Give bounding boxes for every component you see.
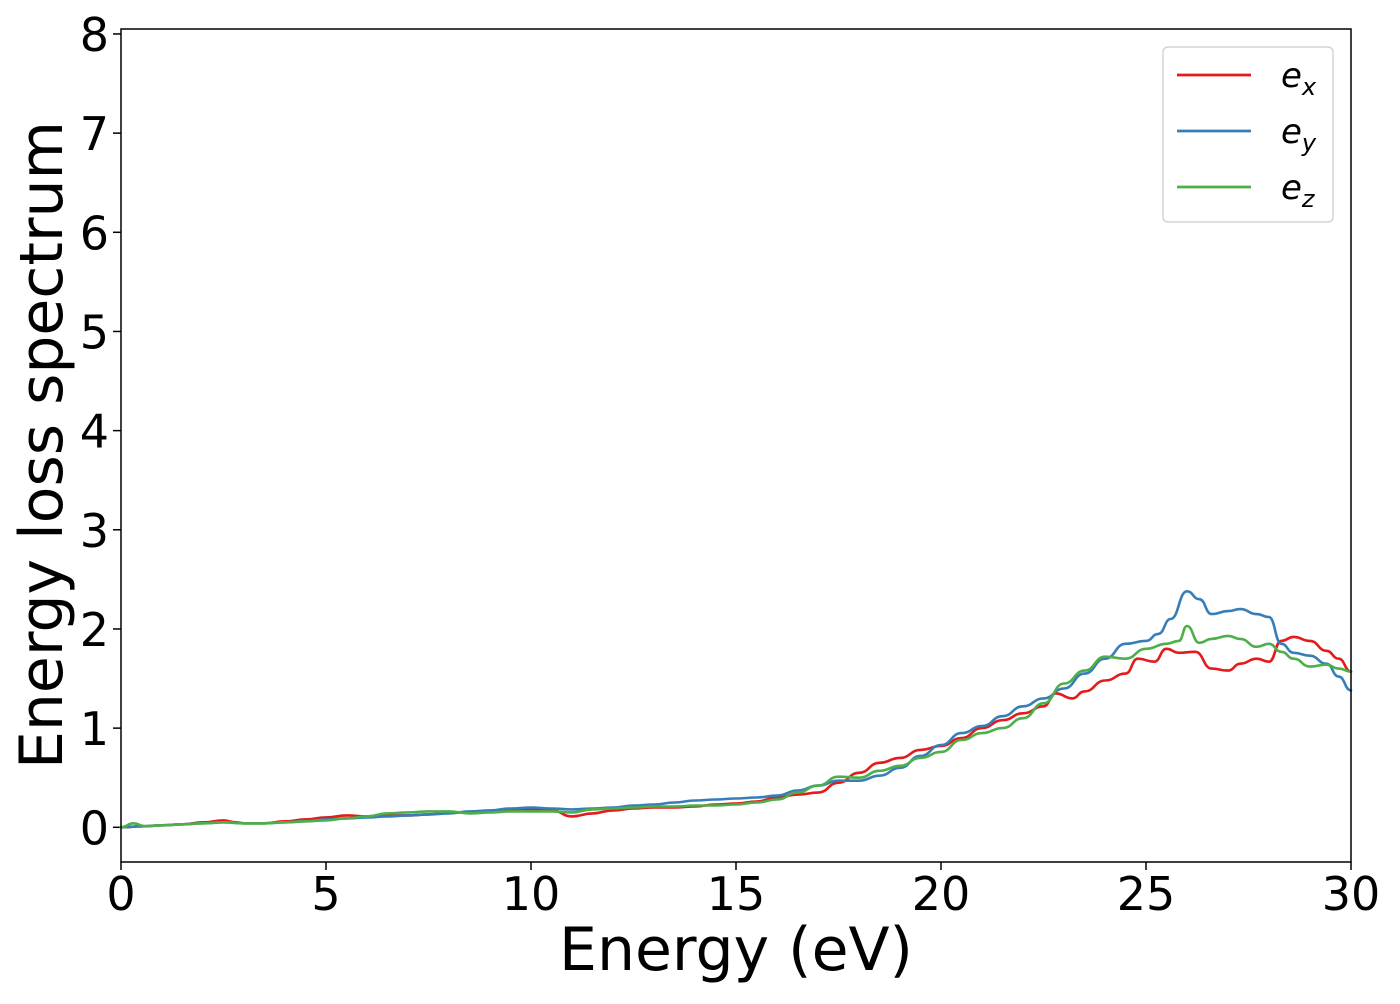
x-tick-label: 15: [707, 867, 766, 921]
series-line-e-y: [119, 590, 1353, 829]
y-tick-label: 0: [80, 801, 109, 855]
ticks-layer: 0 5 10 15 20 25 30 0 1 2 3 4 5 6 7 8: [80, 8, 1381, 921]
y-tick-label: 7: [80, 107, 109, 161]
legend-label-e-x: ex: [1281, 56, 1317, 101]
plot-frame: [120, 28, 1352, 863]
x-tick-label: 20: [912, 867, 971, 921]
x-tick-label: 30: [1322, 867, 1381, 921]
y-tick-label: 4: [80, 405, 109, 459]
legend-label-base: e: [1281, 56, 1302, 96]
legend-label-e-y: ey: [1281, 112, 1317, 157]
y-axis-label: Energy loss spectrum: [7, 121, 77, 769]
y-tick-label: 1: [80, 702, 109, 756]
series-line-e-z: [119, 624, 1353, 829]
x-tick-label: 5: [311, 867, 340, 921]
legend-label-base: e: [1281, 112, 1302, 152]
legend-label-subscript: z: [1301, 185, 1316, 213]
legend-box: [1162, 46, 1334, 223]
legend-label-e-z: ez: [1281, 168, 1316, 213]
y-tick-label: 8: [80, 8, 109, 62]
x-tick-label: 0: [106, 867, 135, 921]
legend-label-base: e: [1281, 168, 1302, 208]
y-tick-label: 3: [80, 504, 109, 558]
y-tick-label: 5: [80, 305, 109, 359]
series-layer: [119, 590, 1353, 829]
x-tick-label: 25: [1117, 867, 1176, 921]
legend-label-subscript: x: [1301, 73, 1317, 101]
y-tick-label: 2: [80, 603, 109, 657]
x-axis-label: Energy (eV): [559, 915, 913, 985]
legend-label-subscript: y: [1301, 129, 1317, 157]
x-tick-label: 10: [502, 867, 561, 921]
y-tick-label: 6: [80, 206, 109, 260]
